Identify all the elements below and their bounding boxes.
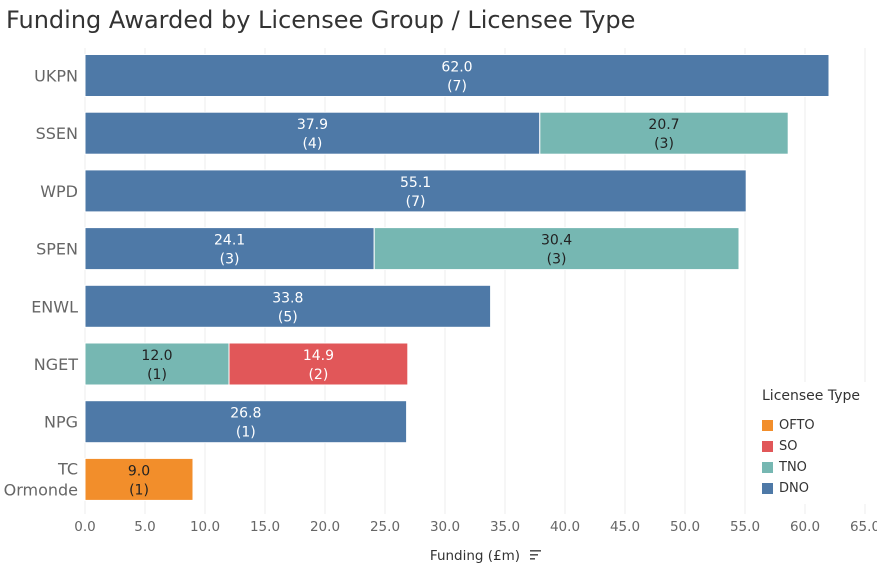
count-label: (7) [447, 79, 467, 95]
x-tick-label: 25.0 [370, 519, 400, 535]
legend-item[interactable]: TNO [762, 460, 807, 475]
bar-segment[interactable] [228, 342, 409, 386]
category-label: ENWL [31, 297, 78, 316]
data-label: 62.0 [441, 60, 472, 76]
category-label: NGET [34, 355, 78, 374]
sort-icon[interactable] [530, 550, 541, 560]
x-tick-label: 0.0 [74, 519, 95, 535]
bar-segment[interactable] [84, 169, 747, 213]
x-tick-label: 65.0 [850, 519, 877, 535]
bar-segment[interactable] [84, 400, 408, 444]
data-label: 26.8 [230, 406, 261, 422]
legend-swatch [762, 462, 773, 473]
legend-swatch [762, 420, 773, 431]
count-label: (4) [302, 136, 322, 152]
legend-swatch [762, 441, 773, 452]
legend-swatch [762, 483, 773, 494]
bar-segment[interactable] [84, 457, 194, 501]
legend-label: OFTO [779, 418, 815, 433]
x-tick-labels: 0.0 5.0 10.0 15.0 20.0 25.0 30.0 35.0 40.0 45.0 50… [74, 519, 877, 535]
x-tick-label: 45.0 [610, 519, 640, 535]
x-tick-label: 55.0 [730, 519, 760, 535]
data-label: 37.9 [297, 117, 328, 133]
bars: 62.0 (7) 37.9 (4) 20.7 (3) 55.1 (7) 24.1 (3) 30.4 (… [84, 54, 830, 501]
data-label: 30.4 [541, 233, 572, 249]
chart-title: Funding Awarded by Licensee Group / Lice… [6, 6, 636, 34]
x-axis-title: Funding (£m) [430, 548, 520, 564]
legend-label: SO [779, 439, 798, 454]
count-label: (2) [308, 367, 328, 383]
bar-segment[interactable] [84, 111, 541, 155]
legend-item[interactable]: DNO [762, 481, 809, 496]
count-label: (1) [147, 367, 167, 383]
data-label: 24.1 [214, 233, 245, 249]
bar-segment[interactable] [84, 342, 230, 386]
category-label: NPG [44, 413, 78, 432]
x-axis-title-group: Funding (£m) [430, 548, 541, 564]
category-label-line2: Ormonde [4, 480, 78, 499]
data-label: 9.0 [128, 463, 150, 479]
legend-label: TNO [779, 460, 807, 475]
x-tick-label: 20.0 [310, 519, 340, 535]
x-tick-label: 30.0 [430, 519, 460, 535]
count-label: (1) [129, 482, 149, 498]
data-label: 33.8 [272, 290, 303, 306]
bar-segment[interactable] [373, 227, 740, 271]
legend-label: DNO [779, 481, 809, 496]
category-label: TC [57, 459, 78, 478]
count-label: (5) [278, 309, 298, 325]
bar-segment[interactable] [84, 284, 492, 328]
legend-item[interactable]: SO [762, 439, 797, 454]
x-tick-label: 15.0 [250, 519, 280, 535]
data-label: 14.9 [303, 348, 334, 364]
x-tick-label: 50.0 [670, 519, 700, 535]
x-tick-label: 40.0 [550, 519, 580, 535]
category-label: SPEN [36, 240, 78, 259]
legend-title: Licensee Type [762, 388, 860, 404]
category-label: SSEN [36, 124, 78, 143]
count-label: (3) [547, 252, 567, 268]
category-label: WPD [40, 182, 78, 201]
bar-segment[interactable] [84, 54, 830, 97]
x-tick-label: 60.0 [790, 519, 820, 535]
count-label: (3) [220, 252, 240, 268]
count-label: (7) [406, 194, 426, 210]
data-label: 20.7 [648, 117, 679, 133]
data-label: 55.1 [400, 175, 431, 191]
bar-segment[interactable] [539, 111, 789, 155]
data-label: 12.0 [141, 348, 172, 364]
x-tick-label: 35.0 [490, 519, 520, 535]
legend-item[interactable]: OFTO [762, 418, 815, 433]
legend: Licensee Type OFTO SO TNO DNO [750, 382, 872, 504]
x-tick-label: 10.0 [190, 519, 220, 535]
category-labels: UKPN SSEN WPD SPEN ENWL NGET NPG TC Ormonde [4, 67, 79, 500]
x-tick-label: 5.0 [134, 519, 155, 535]
count-label: (1) [236, 425, 256, 441]
count-label: (3) [654, 136, 674, 152]
category-label: UKPN [34, 67, 78, 86]
